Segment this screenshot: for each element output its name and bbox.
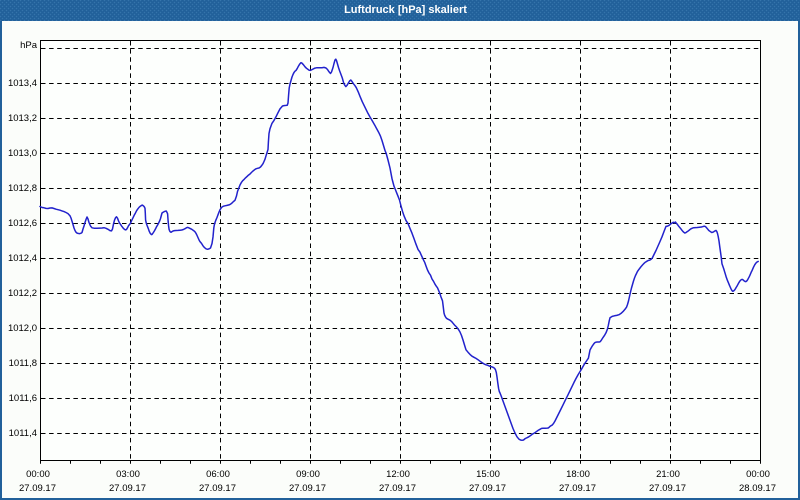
svg-text:1011,4: 1011,4 xyxy=(9,428,37,439)
svg-text:27.09.17: 27.09.17 xyxy=(289,483,326,494)
svg-text:03:00: 03:00 xyxy=(116,469,140,480)
svg-text:00:00: 00:00 xyxy=(26,469,50,480)
svg-text:1013,4: 1013,4 xyxy=(8,78,37,89)
svg-text:18:00: 18:00 xyxy=(566,469,590,480)
svg-text:27.09.17: 27.09.17 xyxy=(649,483,686,494)
svg-text:1012,2: 1012,2 xyxy=(8,288,37,299)
svg-text:00:00: 00:00 xyxy=(746,469,770,480)
svg-text:1012,0: 1012,0 xyxy=(8,323,37,334)
svg-text:27.09.17: 27.09.17 xyxy=(199,483,236,494)
svg-text:1013,0: 1013,0 xyxy=(8,148,37,159)
svg-text:27.09.17: 27.09.17 xyxy=(379,483,416,494)
svg-text:1011,8: 1011,8 xyxy=(9,358,37,369)
svg-text:27.09.17: 27.09.17 xyxy=(469,483,506,494)
svg-text:15:00: 15:00 xyxy=(476,469,500,480)
svg-text:21:00: 21:00 xyxy=(656,469,680,480)
svg-text:28.09.17: 28.09.17 xyxy=(739,483,776,494)
svg-text:1012,4: 1012,4 xyxy=(8,253,37,264)
svg-text:1011,6: 1011,6 xyxy=(9,393,37,404)
svg-text:09:00: 09:00 xyxy=(296,469,320,480)
svg-text:06:00: 06:00 xyxy=(206,469,230,480)
svg-text:1012,6: 1012,6 xyxy=(8,218,37,229)
svg-text:1013,2: 1013,2 xyxy=(8,113,37,124)
svg-text:27.09.17: 27.09.17 xyxy=(559,483,596,494)
svg-text:27.09.17: 27.09.17 xyxy=(109,483,146,494)
svg-text:hPa: hPa xyxy=(20,40,38,51)
svg-text:12:00: 12:00 xyxy=(386,469,410,480)
svg-text:1012,8: 1012,8 xyxy=(8,183,37,194)
svg-text:27.09.17: 27.09.17 xyxy=(19,483,56,494)
